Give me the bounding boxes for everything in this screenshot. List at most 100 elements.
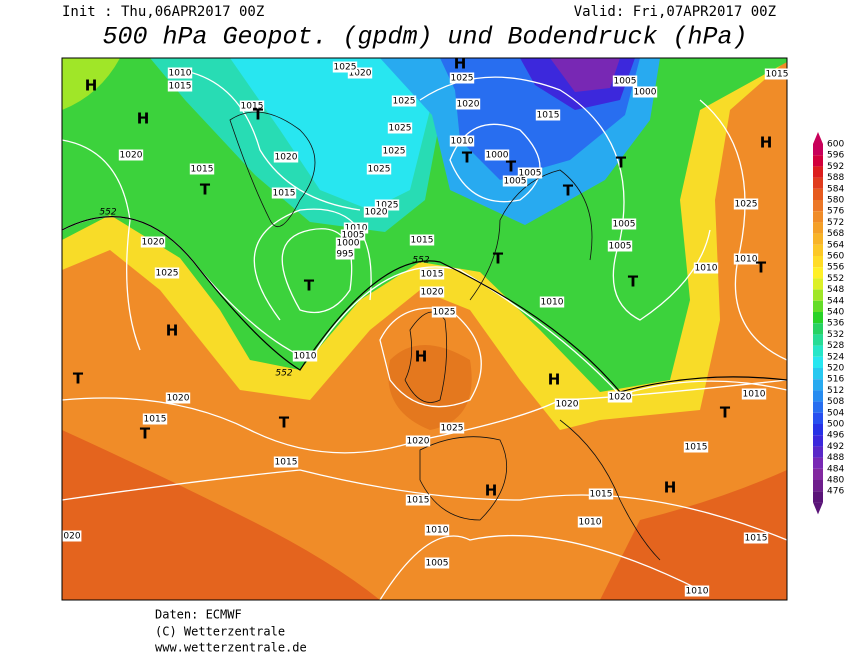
colorbar-swatch — [813, 323, 823, 335]
pressure-center: H — [548, 371, 561, 389]
isobar-label: 1015 — [421, 270, 444, 280]
isobar-label: 1010 — [451, 137, 474, 147]
isobar-label: 1015 — [685, 443, 708, 453]
isobar-label: 1010 — [541, 298, 564, 308]
colorbar-swatch — [813, 356, 823, 368]
isobar-label: 1020 — [457, 100, 480, 110]
colorbar-swatch — [813, 278, 823, 290]
colorbar-label: 556 — [827, 263, 844, 273]
isobar-label-box — [588, 488, 614, 500]
colorbar-swatch — [813, 446, 823, 458]
isobar-label-box — [332, 61, 358, 73]
colorbar-swatch — [813, 244, 823, 256]
isobar-label: 1015 — [144, 415, 167, 425]
isobar-label-box — [167, 80, 193, 92]
isobar-label-box — [271, 187, 297, 199]
isobar-label-box — [439, 422, 465, 434]
isobar-label: 1025 — [389, 124, 412, 134]
colorbar-swatch — [813, 166, 823, 178]
field-green-light — [62, 58, 120, 110]
colorbar-swatch — [813, 267, 823, 279]
isobar-label-box — [419, 268, 445, 280]
isobar-label-box — [554, 398, 580, 410]
colorbar-label: 488 — [827, 453, 844, 463]
isobar-label-box — [363, 206, 389, 218]
pressure-center: T — [73, 370, 84, 388]
pressure-center: T — [304, 277, 315, 295]
isobar-label-box — [273, 151, 299, 163]
pressure-center: H — [166, 322, 179, 340]
map-frame — [61, 57, 788, 601]
pressure-center: T — [140, 425, 151, 443]
isobar-label: 1025 — [393, 97, 416, 107]
isobar-label: 1015 — [273, 189, 296, 199]
colorbar-label: 540 — [827, 308, 844, 318]
coast — [229, 111, 316, 227]
colorbar-swatch — [813, 211, 823, 223]
isobar-label: 1015 — [191, 165, 214, 175]
colorbar-swatch — [813, 233, 823, 245]
isobar-label-box — [733, 198, 759, 210]
pressure-center: T — [253, 106, 264, 124]
isobar-label-box — [142, 413, 168, 425]
colorbar-label: 480 — [827, 476, 844, 486]
colorbar-swatch — [813, 491, 823, 503]
colorbar-label: 592 — [827, 162, 844, 172]
isobar-label: 1020 — [167, 394, 190, 404]
colorbar-label: 552 — [827, 274, 844, 284]
website: www.wetterzentrale.de — [155, 641, 307, 655]
isobar-label: 1015 — [169, 82, 192, 92]
pressure-center: T — [756, 259, 767, 277]
colorbar-swatch — [813, 155, 823, 167]
isobar-label-box — [449, 72, 475, 84]
isobar-label: 020 — [63, 532, 80, 542]
colorbar-swatch — [813, 435, 823, 447]
pressure-center: T — [563, 182, 574, 200]
field-warm — [600, 470, 787, 600]
colorbar-label: 520 — [827, 364, 844, 374]
pressure-center: H — [664, 479, 677, 497]
isobar-label-box — [684, 585, 710, 597]
isobar-label-box — [693, 262, 719, 274]
pressure-center: T — [279, 414, 290, 432]
contour-label: 552 — [275, 369, 292, 379]
isobar-label: 1000 — [486, 151, 509, 161]
isobar-label: 1010 — [735, 255, 758, 265]
data-source: Daten: ECMWF — [155, 608, 242, 622]
colorbar-swatch — [813, 289, 823, 301]
isobar-label: 1000 — [337, 239, 360, 249]
isobar-label-box — [577, 516, 603, 528]
isobar-label-box — [366, 163, 392, 175]
colorbar-swatch — [813, 300, 823, 312]
isobar-label: 1015 — [275, 458, 298, 468]
copyright: (C) Wetterzentrale — [155, 625, 285, 639]
isobar-label: 1015 — [411, 236, 434, 246]
isobar-label-box — [517, 167, 543, 179]
colorbar-swatch — [813, 144, 823, 156]
isobar-label-box — [273, 456, 299, 468]
isobar-label-box — [424, 524, 450, 536]
colorbar-label: 596 — [827, 151, 844, 161]
isobar-label-box — [154, 267, 180, 279]
isobar-label-box — [62, 530, 82, 542]
isobar — [419, 76, 711, 321]
isobar-label-box — [167, 67, 193, 79]
isobar-label-box — [405, 435, 431, 447]
pressure-center: H — [415, 348, 428, 366]
isobar-label-box — [455, 98, 481, 110]
isobar-label-box — [409, 234, 435, 246]
isobar-label: 1000 — [634, 88, 657, 98]
pressure-center: H — [454, 55, 467, 73]
isobar-label: 1005 — [426, 559, 449, 569]
isobar-label: 1025 — [451, 74, 474, 84]
isobar-label: 1015 — [241, 102, 264, 112]
isobar — [179, 69, 361, 211]
isobar-label: 1005 — [614, 77, 637, 87]
isobar-label: 1020 — [120, 151, 143, 161]
colorbar-swatch — [813, 480, 823, 492]
isobar-label-box — [535, 109, 561, 121]
coast — [559, 419, 661, 561]
colorbar-swatch — [813, 256, 823, 268]
